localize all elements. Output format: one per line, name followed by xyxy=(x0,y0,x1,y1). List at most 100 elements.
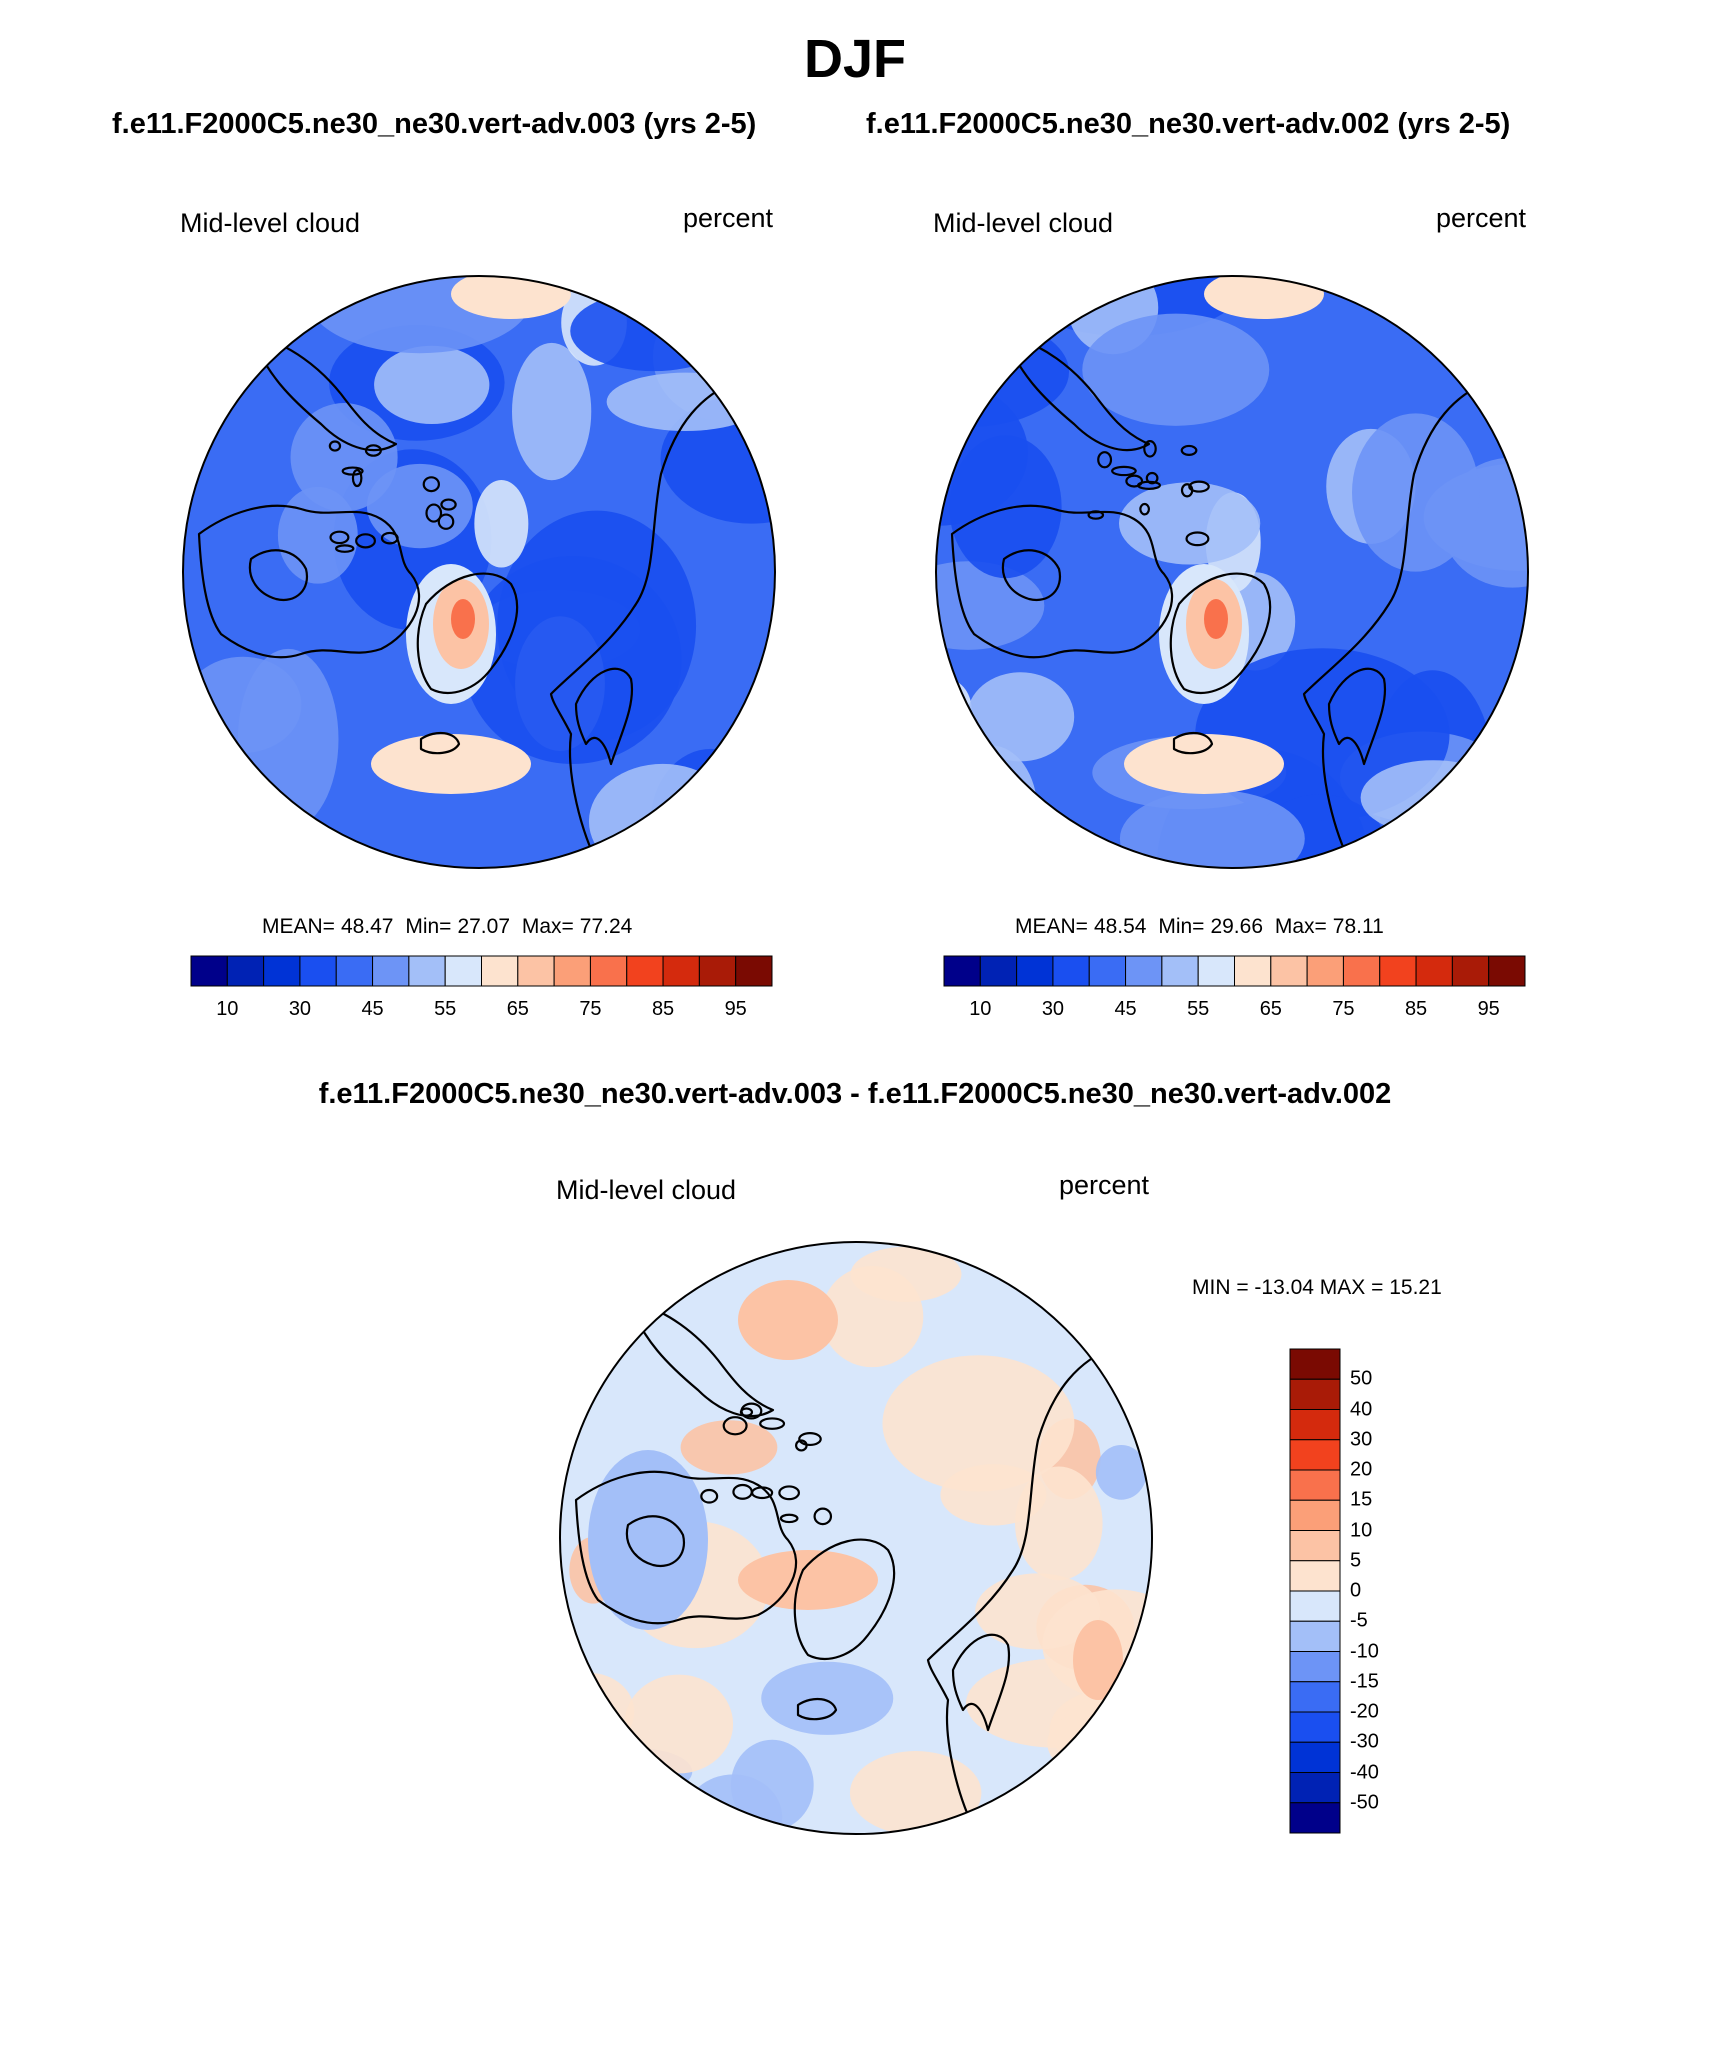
diff-colorbar-tick-label: 20 xyxy=(1350,1458,1373,1481)
cloud-contour-region xyxy=(967,672,1075,762)
colorbar-swatch xyxy=(589,955,628,987)
panel2-max-value: 78.11 xyxy=(1332,915,1384,938)
colorbar-swatch xyxy=(517,955,555,987)
panel2-units-label: percent xyxy=(1436,203,1527,233)
diff-colorbar-tick-label: 50 xyxy=(1350,1367,1373,1390)
colorbar-tick-label: 30 xyxy=(288,998,312,1020)
cloud-contour-region xyxy=(237,648,339,830)
arctic-island-coastline xyxy=(1145,471,1159,485)
diff-colorbar-swatch xyxy=(1289,1681,1341,1713)
colorbar-tick-label: 85 xyxy=(1404,998,1428,1020)
alaska-coastline xyxy=(249,332,398,452)
diff-colorbar-tick-label: -40 xyxy=(1350,1761,1379,1783)
diff-colorbar-tick-label: 40 xyxy=(1350,1398,1373,1420)
cloud-contour-region xyxy=(738,1550,878,1610)
colorbar-swatch xyxy=(698,955,737,987)
diff-colorbar-swatch xyxy=(1289,1348,1341,1380)
season-title: DJF xyxy=(803,29,906,89)
colorbar-swatch xyxy=(626,955,664,987)
panel1-max-value: 77.24 xyxy=(579,915,633,938)
arctic-island-coastline xyxy=(335,544,355,553)
panel1-colorbar xyxy=(190,955,773,987)
arctic-island-coastline xyxy=(740,1402,763,1420)
cloud-contour-region xyxy=(1073,1620,1123,1700)
diff-colorbar-swatch xyxy=(1289,1378,1341,1410)
arctic-island-coastline xyxy=(1185,531,1210,547)
diff-colorbar xyxy=(1289,1348,1341,1834)
panel1-min-value: 27.07 xyxy=(457,915,511,938)
colorbar-tick-label: 10 xyxy=(216,998,239,1020)
arctic-island-coastline xyxy=(355,533,376,549)
colorbar-tick-label: 45 xyxy=(361,998,384,1020)
canada-coastline xyxy=(574,1470,798,1625)
cloud-contour-region xyxy=(1095,1445,1147,1500)
diff-title: f.e11.F2000C5.ne30_ne30.vert-adv.003 - f… xyxy=(318,1078,1392,1110)
cloud-contour-region xyxy=(371,734,531,794)
arctic-island-coastline xyxy=(1139,502,1151,516)
arctic-island-coastline xyxy=(779,1513,799,1524)
colorbar-swatch xyxy=(299,955,337,987)
cloud-contour-region xyxy=(1449,276,1528,316)
cloud-contour-region xyxy=(945,745,1038,868)
arctic-island-coastline xyxy=(364,444,382,457)
arctic-island-coastline xyxy=(700,1488,719,1504)
panel1-mean-value: 48.47 xyxy=(340,915,394,938)
cloud-contour-region xyxy=(474,479,529,568)
arctic-island-coastline xyxy=(722,1416,748,1436)
diff-colorbar-swatch xyxy=(1289,1560,1341,1592)
diff-colorbar-tick-label: 0 xyxy=(1350,1579,1362,1602)
map-boundary-circle xyxy=(559,1241,1153,1835)
cloud-contour-region xyxy=(821,1265,924,1368)
arctic-island-coastline xyxy=(1111,465,1137,477)
diff-colorbar-tick-label: 30 xyxy=(1350,1428,1373,1451)
colorbar-swatch xyxy=(1234,955,1272,987)
cloud-contour-region xyxy=(936,379,1028,526)
colorbar-swatch xyxy=(263,955,301,987)
diff-colorbar-swatch xyxy=(1289,1711,1341,1743)
cloud-contour-region xyxy=(1082,313,1270,426)
cloud-contour-region xyxy=(849,1751,982,1834)
colorbar-tick-label: 55 xyxy=(434,998,457,1020)
cloud-contour-region xyxy=(588,1450,708,1630)
greenland-coastline xyxy=(416,572,519,694)
colorbar-tick-label: 95 xyxy=(724,998,747,1020)
cloud-contour-region xyxy=(290,403,398,512)
colorbar-swatch xyxy=(979,955,1018,987)
colorbar-swatch xyxy=(1088,955,1127,987)
greenland-coastline xyxy=(1169,572,1272,694)
colorbar-swatch xyxy=(335,955,374,987)
arctic-island-coastline xyxy=(380,531,399,545)
colorbar-swatch xyxy=(1125,955,1163,987)
diff-colorbar-tick-label: -10 xyxy=(1350,1640,1379,1662)
cloud-contour-region xyxy=(1204,599,1228,639)
cloud-contour-region xyxy=(560,1750,636,1802)
diff-colorbar-tick-label: -15 xyxy=(1350,1670,1379,1693)
colorbar-swatch xyxy=(1342,955,1381,987)
diff-variable-label: Mid-level cloud xyxy=(556,1175,737,1205)
colorbar-swatch xyxy=(1016,955,1054,987)
cloud-contour-region xyxy=(588,763,737,868)
panel2-colorbar-ticks: 10 30 45 55 65 75 85 95 xyxy=(944,998,1525,1022)
colorbar-swatch xyxy=(662,955,700,987)
colorbar-swatch xyxy=(408,955,446,987)
iceland-coastline xyxy=(1172,731,1214,755)
panel2-case-title: f.e11.F2000C5.ne30_ne30.vert-adv.002 (yr… xyxy=(866,108,1511,140)
diff-colorbar-swatch xyxy=(1289,1651,1341,1683)
arctic-island-coastline xyxy=(437,513,455,530)
scandinavia-coastline xyxy=(574,667,634,766)
arctic-island-coastline xyxy=(751,1486,774,1500)
hudson-bay-coastline xyxy=(1001,549,1062,602)
panel1-variable-label: Mid-level cloud xyxy=(180,208,361,238)
alaska-coastline xyxy=(626,1298,775,1418)
cloud-contour-region xyxy=(277,486,358,584)
cloud-contour-region xyxy=(738,1280,838,1360)
cloud-contour-region xyxy=(940,1464,1047,1526)
cloud-contour-region xyxy=(183,749,231,843)
colorbar-swatch xyxy=(1488,955,1526,987)
cloud-contour-region xyxy=(1119,482,1261,565)
diff-colorbar-swatch xyxy=(1289,1499,1341,1531)
colorbar-tick-label: 65 xyxy=(1259,998,1282,1020)
canada-coastline xyxy=(197,504,421,659)
diff-minmax: MIN = -13.04 MAX = 15.21 xyxy=(1192,1276,1442,1299)
colorbar-tick-label: 10 xyxy=(969,998,992,1020)
